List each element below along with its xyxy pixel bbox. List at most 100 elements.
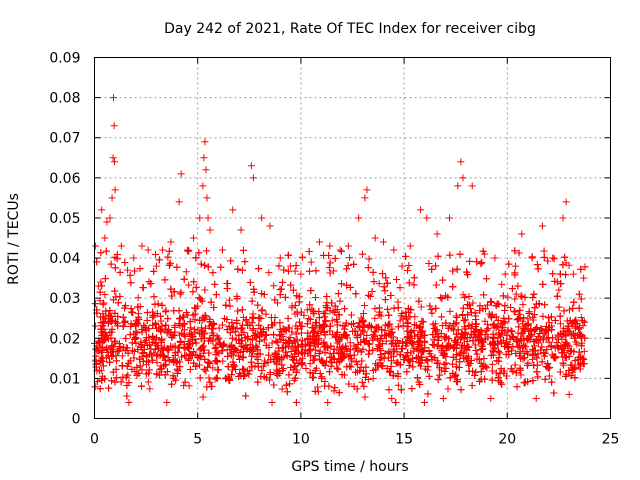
data-point <box>180 275 188 283</box>
data-point <box>573 320 581 328</box>
data-point <box>254 301 262 309</box>
data-point <box>380 283 388 291</box>
data-point <box>211 345 219 353</box>
data-point <box>336 297 344 305</box>
data-point <box>503 331 511 339</box>
data-point <box>544 333 552 341</box>
data-point <box>298 329 306 337</box>
data-point <box>271 296 279 304</box>
data-point <box>196 214 204 222</box>
data-point <box>307 345 315 353</box>
data-point <box>496 331 504 339</box>
data-point <box>119 322 127 330</box>
data-point <box>307 258 315 266</box>
data-point <box>525 309 533 317</box>
data-point <box>321 382 329 390</box>
data-point <box>382 337 390 345</box>
data-point <box>371 332 379 340</box>
data-point <box>107 348 115 356</box>
data-point <box>134 303 142 311</box>
data-point <box>117 378 125 386</box>
data-point <box>213 374 221 382</box>
data-point <box>254 378 262 386</box>
data-point <box>529 293 537 301</box>
data-point <box>305 247 313 255</box>
data-point <box>335 349 343 357</box>
data-point <box>577 333 585 341</box>
data-point <box>512 369 520 377</box>
chart-title: Day 242 of 2021, Rate Of TEC Index for r… <box>164 21 536 37</box>
data-point <box>226 302 234 310</box>
data-point <box>461 325 469 333</box>
data-point <box>139 357 147 365</box>
data-point <box>438 295 446 303</box>
data-point <box>402 352 410 360</box>
data-point <box>128 365 136 373</box>
data-point <box>517 371 525 379</box>
data-point <box>428 309 436 317</box>
data-point <box>207 298 215 306</box>
data-point <box>566 347 574 355</box>
data-point <box>147 345 155 353</box>
data-point <box>533 261 541 269</box>
data-point <box>136 355 144 363</box>
data-point <box>549 254 557 262</box>
data-point <box>200 315 208 323</box>
data-point <box>201 286 209 294</box>
data-point <box>551 317 559 325</box>
data-point <box>306 369 314 377</box>
data-point <box>111 287 119 295</box>
data-point <box>481 331 489 339</box>
data-point <box>206 359 214 367</box>
data-point <box>312 346 320 354</box>
data-point <box>512 290 520 298</box>
data-point <box>517 292 525 300</box>
data-point <box>162 321 170 329</box>
data-point <box>365 255 373 263</box>
data-point <box>150 293 158 301</box>
data-point <box>205 349 213 357</box>
data-point <box>195 294 203 302</box>
data-point <box>106 214 114 222</box>
data-point <box>225 296 233 304</box>
data-point <box>283 388 291 396</box>
data-point <box>105 384 113 392</box>
data-point <box>321 331 329 339</box>
data-point <box>117 242 125 250</box>
data-point <box>220 341 228 349</box>
data-point <box>409 363 417 371</box>
data-point <box>292 261 300 269</box>
data-point <box>201 261 209 269</box>
data-point <box>562 198 570 206</box>
data-point <box>387 340 395 348</box>
data-point <box>283 352 291 360</box>
data-point <box>297 270 305 278</box>
data-point <box>204 263 212 271</box>
data-point <box>287 281 295 289</box>
data-point <box>333 321 341 329</box>
data-point <box>464 358 472 366</box>
data-point <box>444 385 452 393</box>
data-point <box>138 328 146 336</box>
data-point <box>239 347 247 355</box>
data-point <box>580 347 588 355</box>
data-point <box>201 311 209 319</box>
data-point <box>442 319 450 327</box>
data-point <box>511 295 519 303</box>
data-point <box>440 351 448 359</box>
data-point <box>429 341 437 349</box>
data-point <box>206 378 214 386</box>
x-tick-label: 10 <box>292 432 310 448</box>
data-point <box>363 186 371 194</box>
data-point <box>278 344 286 352</box>
data-point <box>195 249 203 257</box>
data-point <box>320 338 328 346</box>
ticks-layer: 0 0.01 0.02 0.03 0.04 0.05 0.06 0.07 0.08 0.09 0 5 1… <box>49 51 619 448</box>
data-point <box>177 338 185 346</box>
data-point <box>495 357 503 365</box>
data-point <box>258 214 266 222</box>
data-point <box>167 238 175 246</box>
data-point <box>241 258 249 266</box>
data-point <box>361 337 369 345</box>
data-point <box>247 358 255 366</box>
